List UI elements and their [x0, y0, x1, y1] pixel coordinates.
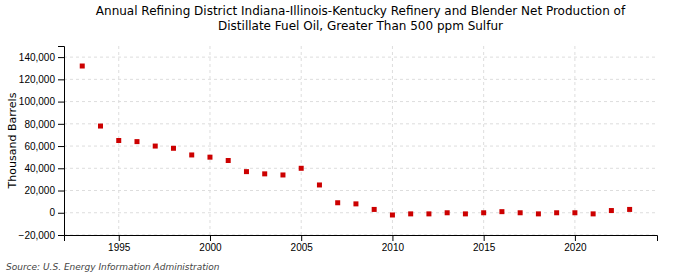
tick: 120,000	[19, 74, 64, 85]
tick: 2015	[473, 235, 496, 253]
tick: 1995	[108, 235, 131, 253]
grid-line	[64, 101, 657, 102]
point	[445, 210, 450, 215]
tick-label: 2015	[473, 242, 496, 253]
tick-mark	[58, 235, 64, 236]
point	[609, 208, 614, 213]
point	[226, 158, 231, 163]
grid-line	[64, 212, 657, 213]
point	[134, 139, 139, 144]
tick: 100,000	[19, 96, 64, 107]
tick-label: 2005	[291, 242, 314, 253]
tick-label: 1995	[108, 242, 131, 253]
tick: 2000	[199, 235, 222, 253]
tick-label: 20,000	[24, 185, 55, 196]
tick-label: 140,000	[19, 52, 56, 63]
tick-label: 80,000	[24, 119, 55, 130]
tick: −20,000	[19, 230, 64, 241]
point	[353, 201, 358, 206]
point	[627, 207, 632, 212]
point	[335, 200, 340, 205]
plot: 1995 2000 2005 2010 2015 2020 −20,000 0 20,000 40…	[19, 46, 658, 253]
grid-line	[64, 123, 657, 124]
point	[554, 210, 559, 215]
tick: 60,000	[24, 141, 64, 152]
tick: 2020	[564, 235, 587, 253]
tick-label: 2000	[199, 242, 222, 253]
tick-mark	[392, 235, 393, 241]
grid-line	[483, 46, 484, 235]
tick-mark	[58, 102, 64, 103]
axis-line	[58, 47, 65, 236]
tick: 2005	[291, 235, 314, 253]
tick-mark	[58, 191, 64, 192]
tick-mark	[575, 235, 576, 241]
points	[80, 64, 632, 218]
x-axis: 1995 2000 2005 2010 2015 2020	[65, 235, 658, 253]
point	[390, 212, 395, 217]
tick-label: 2010	[382, 242, 405, 253]
point	[280, 172, 285, 177]
point	[262, 171, 267, 176]
point	[299, 166, 304, 171]
tick-label: 2020	[564, 242, 587, 253]
grid-line	[209, 46, 210, 235]
tick-label: 120,000	[19, 74, 56, 85]
tick-mark	[58, 146, 64, 147]
grid-line	[64, 79, 657, 80]
tick-label: 60,000	[24, 141, 55, 152]
grid-line	[64, 190, 657, 191]
grid-line	[64, 168, 657, 169]
tick-label: 40,000	[24, 163, 55, 174]
grid-line	[64, 57, 657, 58]
tick-mark	[58, 79, 64, 80]
point	[372, 207, 377, 212]
grid-line	[392, 46, 393, 235]
point	[116, 138, 121, 143]
chart: 1995 2000 2005 2010 2015 2020 −20,000 0 20,000 40…	[0, 0, 675, 275]
point	[171, 146, 176, 151]
tick-mark	[119, 235, 120, 241]
point	[518, 210, 523, 215]
tick-mark	[58, 57, 64, 58]
grid	[64, 46, 657, 235]
tick-label: 100,000	[19, 96, 56, 107]
tick-label: 0	[49, 207, 55, 218]
annotation: Source: U.S. Energy Information Administ…	[6, 262, 220, 272]
point	[153, 144, 158, 149]
point	[244, 169, 249, 174]
tick: 140,000	[19, 52, 64, 63]
y-axis: −20,000 0 20,000 40,000 60,000 80,000 100,000 1…	[19, 47, 65, 241]
point	[536, 211, 541, 216]
tick: 80,000	[24, 119, 64, 130]
tick: 0	[49, 207, 64, 218]
tick-label: −20,000	[19, 230, 56, 241]
tick: 2010	[382, 235, 405, 253]
axis-line	[65, 236, 658, 242]
point	[189, 152, 194, 157]
tick: 40,000	[24, 163, 64, 174]
point	[98, 124, 103, 129]
y-axis-title: Thousand Barrels	[6, 92, 19, 189]
point	[80, 64, 85, 69]
point	[591, 211, 596, 216]
point	[499, 209, 504, 214]
title: Annual Refining District Indiana-Illinoi…	[96, 4, 626, 33]
point	[481, 210, 486, 215]
point	[426, 211, 431, 216]
tick-mark	[484, 235, 485, 241]
point	[572, 210, 577, 215]
point	[463, 211, 468, 216]
grid-line	[301, 46, 302, 235]
tick-mark	[58, 124, 64, 125]
point	[408, 211, 413, 216]
tick-mark	[58, 168, 64, 169]
tick-mark	[58, 213, 64, 214]
point	[317, 182, 322, 187]
tick: 20,000	[24, 185, 64, 196]
grid-line	[574, 46, 575, 235]
tick-mark	[210, 235, 211, 241]
tick-mark	[301, 235, 302, 241]
point	[207, 155, 212, 160]
